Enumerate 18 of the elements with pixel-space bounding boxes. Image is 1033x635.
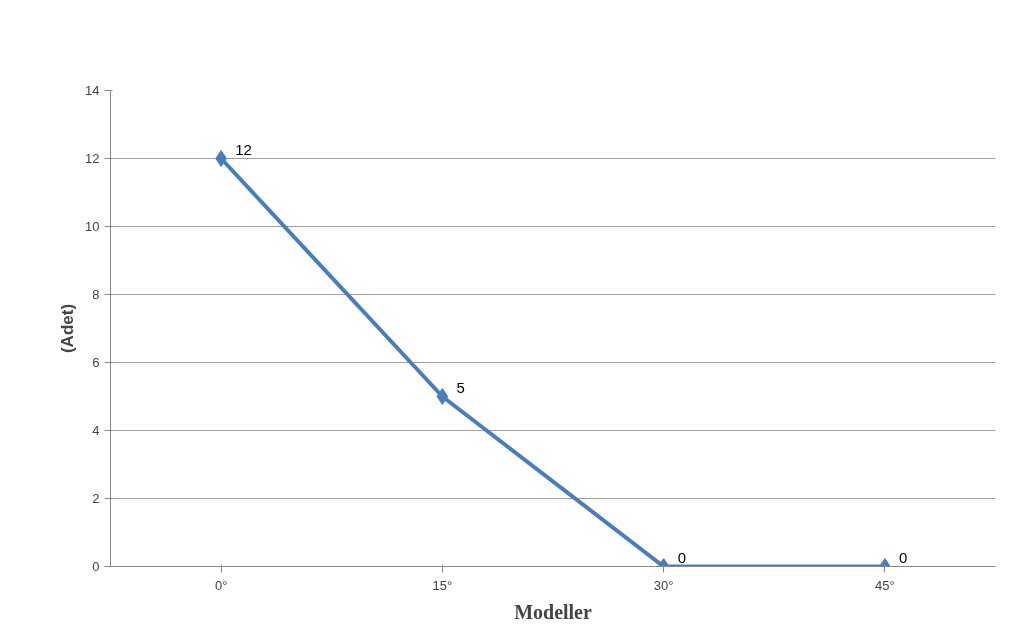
y-tick-label: 6 (92, 355, 100, 370)
y-tick-label: 8 (92, 287, 100, 302)
y-tick-label: 0 (92, 559, 100, 574)
x-tick-label: 15° (432, 577, 453, 593)
y-tick-label: 12 (85, 151, 100, 166)
data-label: 0 (898, 548, 908, 566)
y-tick-label: 4 (92, 423, 100, 438)
data-label: 12 (235, 140, 252, 158)
x-tick-label: 30° (653, 577, 674, 593)
y-tick-label: 10 (85, 219, 100, 234)
x-tick-label: 45° (875, 577, 895, 593)
y-tick-label: 14 (85, 83, 100, 98)
x-tick-label: 0° (214, 577, 228, 593)
y-tick-label: 2 (92, 491, 100, 506)
data-label: 5 (456, 378, 465, 396)
data-label: 0 (677, 548, 686, 566)
y-axis-title: (Adet) (58, 303, 78, 354)
x-axis-title: Modeller (514, 600, 592, 623)
